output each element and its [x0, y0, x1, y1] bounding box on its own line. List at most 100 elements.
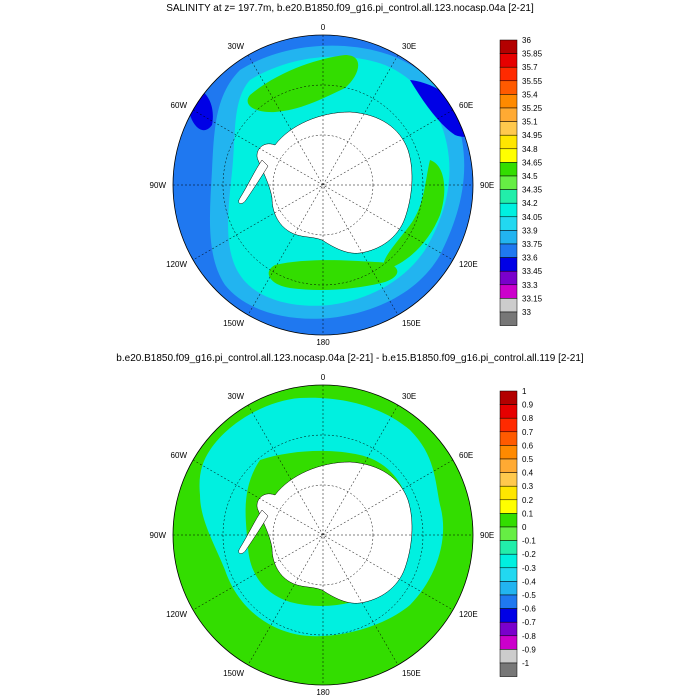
colorbar-label: 34.95 — [522, 131, 543, 140]
colorbar-swatch — [499, 216, 518, 231]
colorbar-label: 0.8 — [522, 414, 534, 423]
colorbar-label: 1 — [522, 387, 527, 396]
colorbar-label: 33.9 — [522, 226, 538, 235]
colorbar-swatch — [499, 189, 518, 204]
difference-patch-pacific — [291, 607, 365, 626]
colorbar-swatch — [499, 635, 518, 650]
lon-label: 30W — [228, 392, 245, 401]
colorbar-swatch — [499, 202, 518, 218]
colorbar-swatch — [499, 417, 518, 433]
polar-map — [173, 385, 473, 685]
colorbar-label: 34.2 — [522, 199, 538, 208]
colorbar-swatch — [499, 243, 518, 258]
colorbar-swatch — [499, 390, 518, 405]
colorbar-swatch — [499, 121, 518, 136]
antarctic-peninsula — [238, 159, 269, 204]
antarctica-continent — [256, 461, 413, 604]
colorbar-label: 0.5 — [522, 455, 534, 464]
colorbar-swatch — [499, 134, 518, 150]
colorbar-swatch — [499, 594, 518, 609]
lon-label: 150W — [223, 669, 244, 678]
colorbar-label: 0.3 — [522, 482, 534, 491]
colorbar-label: 33.75 — [522, 240, 543, 249]
colorbar-swatch — [499, 257, 518, 272]
colorbar-label: 34.5 — [522, 172, 538, 181]
colorbar-label: 0.6 — [522, 441, 534, 450]
colorbar-label: -0.1 — [522, 537, 536, 546]
map-border — [172, 384, 474, 686]
colorbar-swatch — [499, 581, 518, 596]
colorbar-label: 34.8 — [522, 145, 538, 154]
colorbar-label: -0.5 — [522, 591, 536, 600]
colorbar-label: 33.3 — [522, 281, 538, 290]
lon-label: 120W — [166, 260, 187, 269]
colorbar-swatch — [499, 513, 518, 528]
lon-label: 0 — [321, 373, 326, 382]
lon-label: 60E — [459, 101, 473, 110]
colorbar-swatch — [499, 485, 518, 501]
map-border — [172, 34, 474, 336]
lon-label: 180 — [316, 338, 330, 347]
colorbar: 36 35.85 35.7 35.55 35.4 35.25 35.1 34.95 34.8 34… — [499, 36, 543, 326]
colorbar: 1 0.9 0.8 0.7 0.6 0.5 0.4 0.3 0.2 0.1 0 -0.1 -0.2 -0.… — [499, 387, 536, 677]
colorbar-swatch — [499, 148, 518, 163]
antarctica-continent — [256, 111, 413, 254]
colorbar-label: -0.3 — [522, 564, 536, 573]
colorbar-swatch — [499, 107, 518, 122]
colorbar-swatch — [499, 298, 518, 313]
colorbar-label: 0.9 — [522, 401, 534, 410]
colorbar-swatch — [499, 311, 518, 326]
colorbar-label: 35.4 — [522, 90, 538, 99]
lon-label: 150W — [223, 319, 244, 328]
map-graticule — [173, 35, 473, 335]
colorbar-label: 0.1 — [522, 509, 534, 518]
lon-label: 90W — [150, 181, 167, 190]
colorbar-swatch — [499, 53, 518, 68]
lon-label: 60W — [171, 451, 188, 460]
colorbar-label: -0.9 — [522, 645, 536, 654]
colorbar-label: 0.4 — [522, 469, 534, 478]
colorbar-swatch — [499, 608, 518, 623]
colorbar-label: -0.7 — [522, 618, 536, 627]
colorbar-swatch — [499, 66, 518, 82]
salinity-green-pacific — [268, 260, 398, 290]
salinity-green-atlantic — [247, 55, 359, 113]
lon-label: 0 — [321, 23, 326, 32]
lon-label: 150E — [402, 669, 421, 678]
colorbar-label: 34.65 — [522, 158, 543, 167]
lon-label: 30E — [402, 392, 416, 401]
colorbar-label: 35.25 — [522, 104, 543, 113]
colorbar-label: 35.1 — [522, 118, 538, 127]
lon-label: 90E — [480, 181, 494, 190]
lon-label: 60W — [171, 101, 188, 110]
salinity-green-indian — [383, 160, 445, 270]
colorbar-label: 35.85 — [522, 50, 543, 59]
lon-label: 30E — [402, 42, 416, 51]
colorbar-label: 36 — [522, 36, 531, 45]
lon-label: 120E — [459, 260, 478, 269]
colorbar-swatch — [499, 499, 518, 514]
longitude-labels: 0 30E 60E 90E 120E 150E 180 150W 120W 90… — [150, 373, 495, 697]
colorbar-swatch — [499, 621, 518, 637]
colorbar-label: -0.2 — [522, 550, 536, 559]
panel-difference: b.e20.B1850.f09_g16.pi_control.all.123.n… — [116, 353, 584, 697]
colorbar-swatch — [499, 445, 518, 460]
lon-label: 120E — [459, 610, 478, 619]
colorbar-swatch — [499, 404, 518, 419]
lon-label: 150E — [402, 319, 421, 328]
colorbar-label: 33.45 — [522, 267, 543, 276]
colorbar-label: -1 — [522, 659, 530, 668]
colorbar-label: -0.4 — [522, 577, 536, 586]
colorbar-label: 35.7 — [522, 63, 538, 72]
colorbar-swatch — [499, 553, 518, 569]
colorbar-label: 33.15 — [522, 294, 543, 303]
colorbar-swatch — [499, 649, 518, 664]
colorbar-swatch — [499, 230, 518, 245]
colorbar-swatch — [499, 567, 518, 582]
longitude-labels: 0 30E 60E 90E 120E 150E 180 150W 120W 90… — [150, 23, 495, 347]
lon-label: 120W — [166, 610, 187, 619]
lon-label: 60E — [459, 451, 473, 460]
colorbar-swatch — [499, 284, 518, 299]
lon-label: 180 — [316, 688, 330, 697]
